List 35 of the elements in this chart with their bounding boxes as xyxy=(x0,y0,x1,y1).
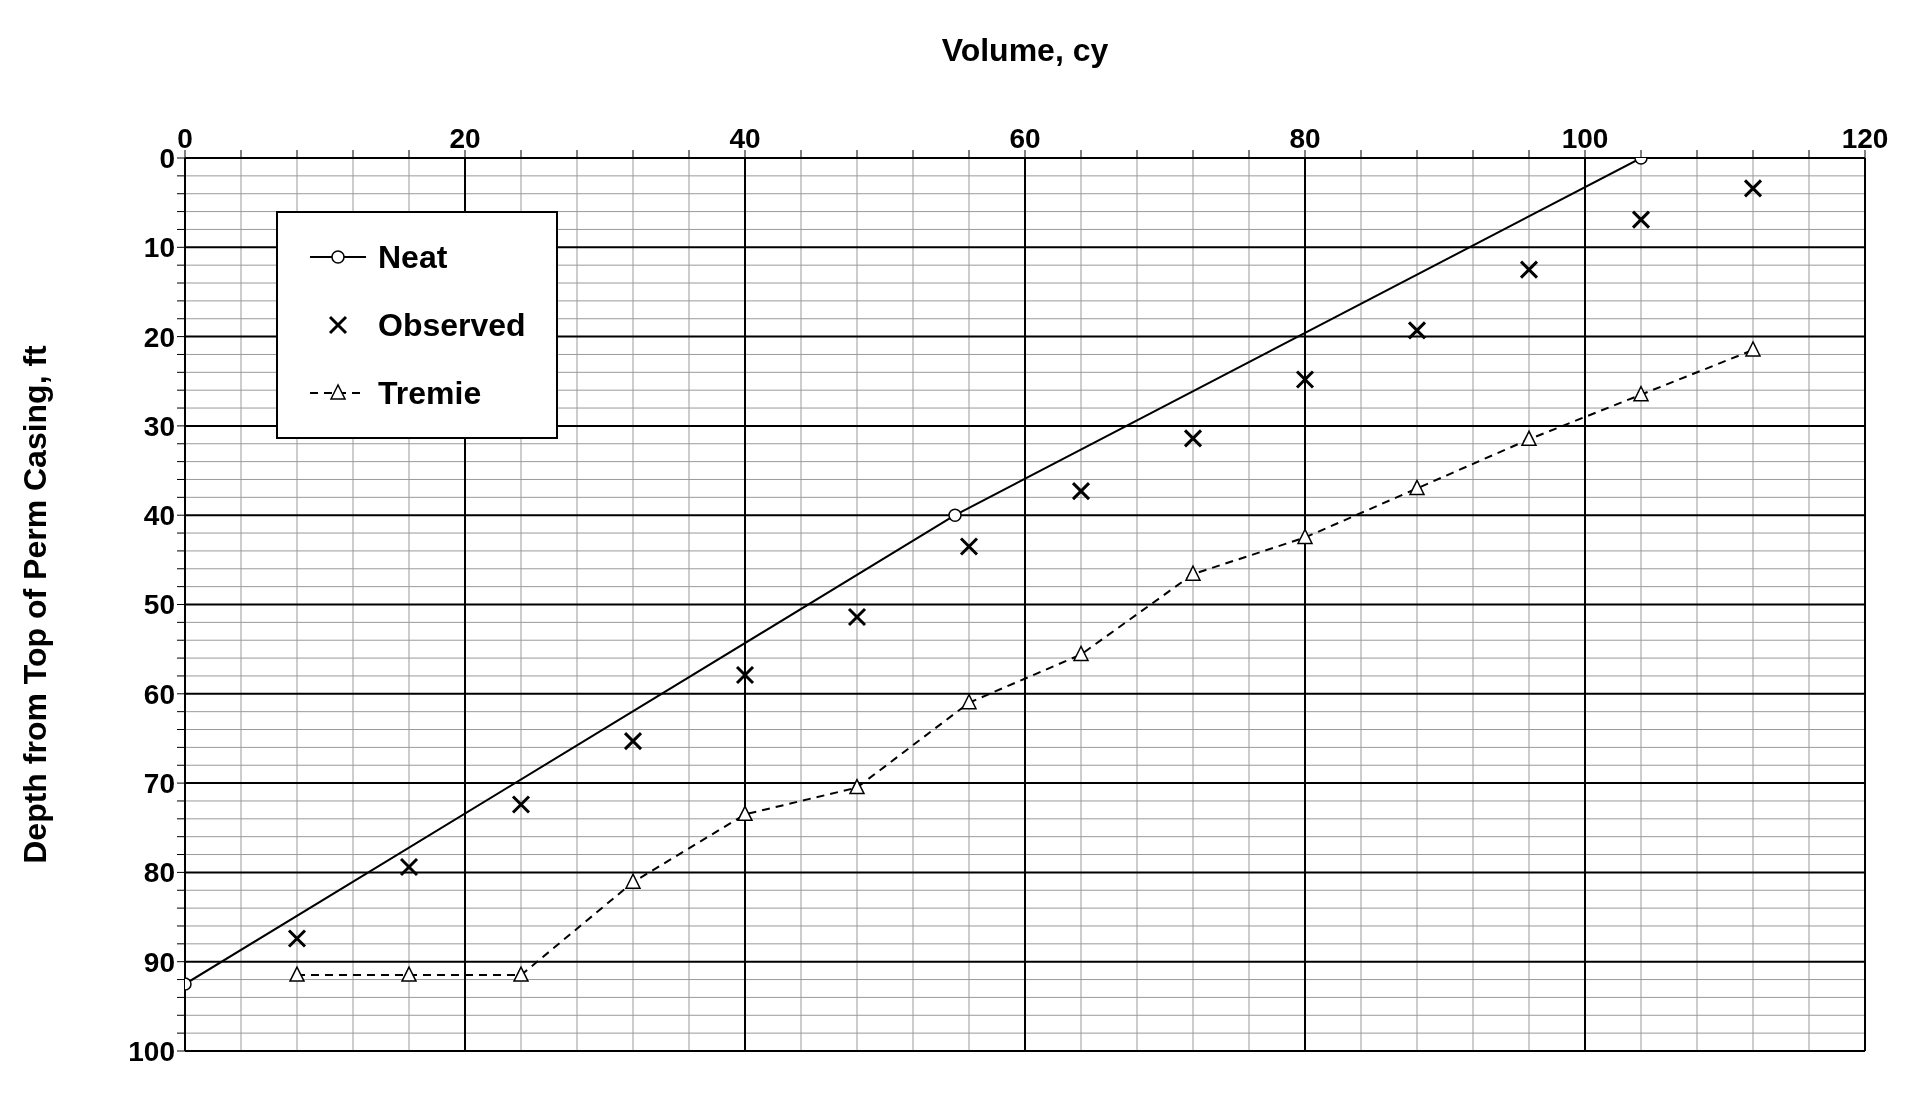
x-tick-label: 60 xyxy=(1009,123,1041,154)
y-tick-label: 10 xyxy=(143,232,175,264)
y-tick-label: 30 xyxy=(143,410,175,442)
point xyxy=(1073,645,1089,662)
x-tick-label: 120 xyxy=(1841,123,1889,154)
point xyxy=(1297,528,1313,545)
x-tick-label: 40 xyxy=(729,123,761,154)
legend-label: Neat xyxy=(378,238,448,276)
x-axis-title: Volume, cy xyxy=(941,31,1109,68)
y-tick-label: 80 xyxy=(143,857,175,889)
point xyxy=(737,805,753,822)
point xyxy=(401,966,417,982)
point xyxy=(289,966,305,982)
point xyxy=(1185,565,1201,581)
legend-label: Tremie xyxy=(378,374,482,412)
legend-label: Observed xyxy=(378,306,526,344)
y-tick-label: 20 xyxy=(143,321,175,353)
point xyxy=(513,966,529,982)
point xyxy=(961,693,977,710)
y-tick-label: 50 xyxy=(143,589,175,621)
x-tick-label: 80 xyxy=(1289,123,1321,154)
point xyxy=(625,873,641,889)
y-tick-label: 90 xyxy=(143,946,175,978)
x-tick-label: 20 xyxy=(449,123,481,154)
y-axis-title: Depth from Top of Perm Casing, ft xyxy=(17,344,54,864)
y-tick-label: 100 xyxy=(128,1035,175,1067)
point xyxy=(1633,385,1649,402)
y-tick-label: 40 xyxy=(143,500,175,532)
point xyxy=(1745,341,1761,357)
point xyxy=(1409,479,1425,496)
y-tick-label: 60 xyxy=(143,678,175,710)
x-tick-label: 100 xyxy=(1561,123,1609,154)
point xyxy=(849,778,865,795)
point xyxy=(1521,430,1537,447)
y-tick-label: 70 xyxy=(143,768,175,800)
